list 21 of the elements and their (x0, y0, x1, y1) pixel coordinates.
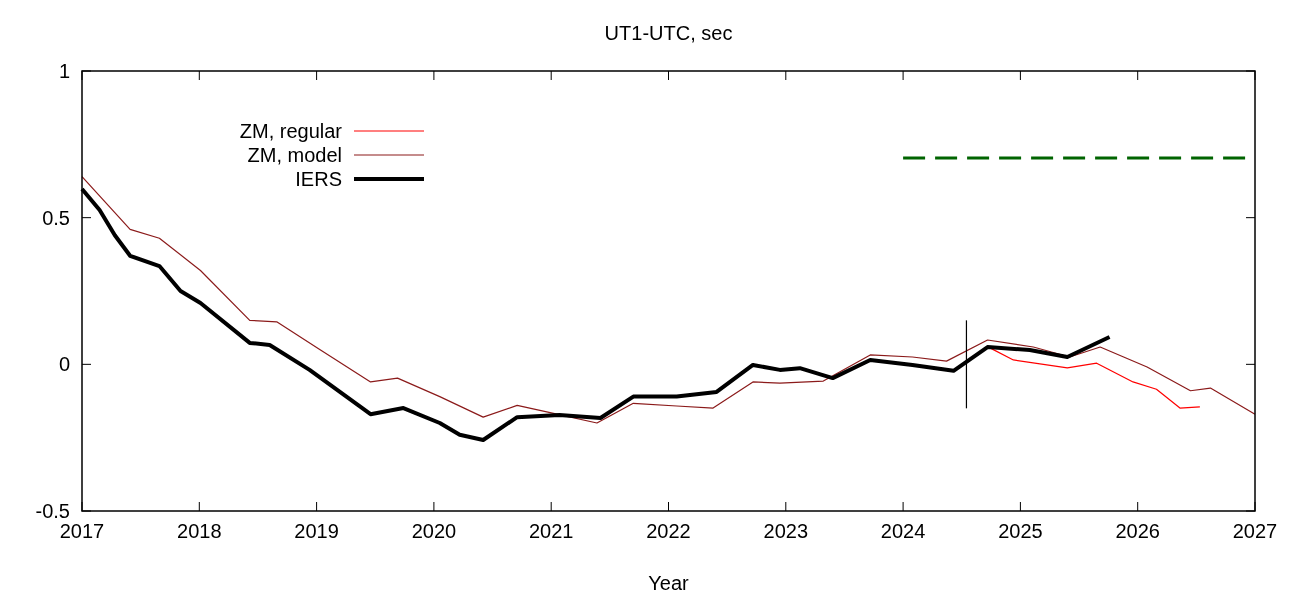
x-tick-label: 2021 (528, 520, 574, 542)
x-axis-title: Year (648, 572, 690, 594)
y-tick-label: -0.5 (35, 500, 70, 522)
legend-label: ZM, model (247, 144, 342, 166)
x-tick-label: 2027 (1232, 520, 1278, 542)
x-tick-label: 2024 (880, 520, 926, 542)
x-tick-label: 2023 (763, 520, 809, 542)
y-tick-label: 0.5 (42, 206, 70, 229)
line-series (989, 347, 1201, 409)
x-tick-label: 2026 (1115, 520, 1160, 542)
x-tick-label: 2017 (59, 520, 105, 542)
y-tick-label: 1 (58, 60, 70, 82)
x-tick-label: 2025 (998, 520, 1043, 542)
legend-label: IERS (295, 168, 342, 190)
x-tick-label: 2019 (294, 520, 339, 542)
y-tick-label: 0 (58, 353, 70, 376)
x-tick-label: 2020 (411, 520, 457, 542)
x-tick-label: 2018 (177, 520, 222, 542)
chart-title: UT1-UTC, sec (604, 22, 733, 44)
legend-label: ZM, regular (239, 120, 343, 142)
x-tick-label: 2022 (646, 520, 691, 542)
